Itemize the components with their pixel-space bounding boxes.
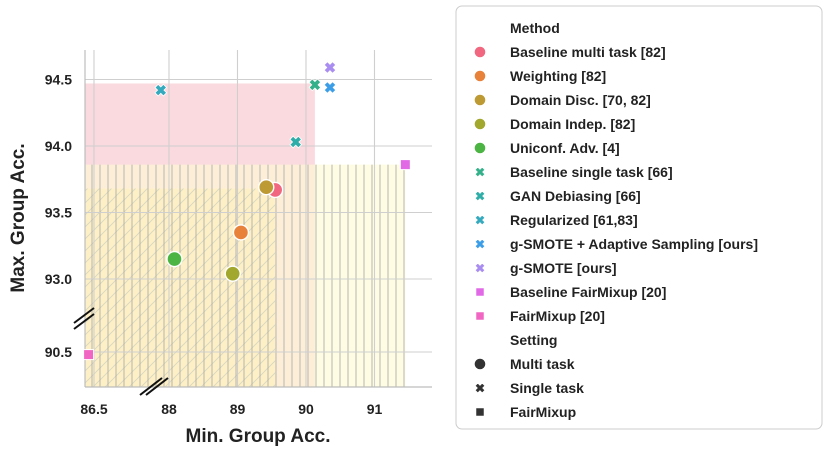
legend-label-1: Weighting [82] — [510, 68, 606, 84]
legend-marker-5 — [474, 166, 486, 178]
x-tick-label-2: 89 — [230, 401, 246, 417]
data-point-6 — [289, 135, 303, 149]
legend-label-6: GAN Debiasing [66] — [510, 188, 641, 204]
data-point-2 — [258, 179, 275, 196]
legend-method-title: Method — [510, 20, 560, 36]
legend-marker-3 — [473, 117, 487, 131]
legend-setting-label-1: Single task — [510, 380, 584, 396]
legend-box — [455, 5, 823, 430]
legend-label-9: g-SMOTE [ours] — [510, 260, 617, 276]
legend-marker-8 — [474, 238, 486, 250]
y-tick-label-0: 90.5 — [45, 344, 72, 360]
legend-label-4: Uniconf. Adv. [4] — [510, 140, 620, 156]
legend-setting-title: Setting — [510, 332, 557, 348]
data-point-11 — [83, 349, 95, 361]
legend-label-5: Baseline single task [66] — [510, 164, 673, 180]
legend-marker-11 — [475, 311, 485, 321]
legend-marker-9 — [474, 262, 486, 274]
legend-label-11: FairMixup [20] — [510, 308, 605, 324]
data-point-8 — [323, 81, 337, 94]
legend-setting-label-2: FairMixup — [510, 404, 576, 420]
legend-marker-1 — [473, 69, 487, 83]
legend-marker-10 — [475, 287, 485, 297]
data-point-4 — [166, 250, 183, 268]
legend-marker-6 — [474, 190, 486, 202]
legend-setting-marker-1 — [474, 382, 486, 394]
legend-label-10: Baseline FairMixup [20] — [510, 284, 666, 300]
y-tick-label-4: 94.5 — [45, 72, 72, 88]
data-point-9 — [323, 61, 337, 74]
legend-setting-marker-2 — [475, 407, 485, 417]
x-tick-label-1: 88 — [161, 401, 177, 417]
y-axis-break-mark — [73, 307, 95, 330]
data-point-1 — [232, 224, 250, 241]
x-axis-break-mark — [139, 377, 169, 396]
legend-label-0: Baseline multi task [82] — [510, 44, 666, 60]
legend-marker-0 — [473, 45, 487, 59]
x-tick-label-4: 91 — [367, 401, 383, 417]
x-tick-label-0: 86.5 — [80, 401, 107, 417]
x-tick-label-3: 90 — [298, 401, 314, 417]
y-tick-label-3: 94.0 — [45, 138, 72, 154]
legend-setting-label-0: Multi task — [510, 356, 575, 372]
y-axis-title: Max. Group Acc. — [8, 143, 29, 292]
legend-label-2: Domain Disc. [70, 82] — [510, 92, 651, 108]
y-tick-label-2: 93.5 — [45, 205, 72, 221]
data-point-7 — [154, 83, 168, 97]
hatch-region-2 — [85, 164, 406, 387]
x-axis-title: Min. Group Acc. — [186, 426, 331, 447]
legend-label-7: Regularized [61,83] — [510, 212, 638, 228]
legend-marker-2 — [473, 93, 487, 107]
legend-label-8: g-SMOTE + Adaptive Sampling [ours] — [510, 236, 758, 252]
legend-marker-4 — [473, 141, 487, 155]
legend-setting-marker-0 — [473, 357, 487, 371]
data-point-3 — [224, 265, 241, 282]
legend-marker-7 — [474, 214, 486, 226]
data-point-10 — [399, 159, 411, 171]
data-point-5 — [308, 78, 322, 92]
legend-label-3: Domain Indep. [82] — [510, 116, 635, 132]
y-tick-label-1: 93.0 — [45, 271, 72, 287]
